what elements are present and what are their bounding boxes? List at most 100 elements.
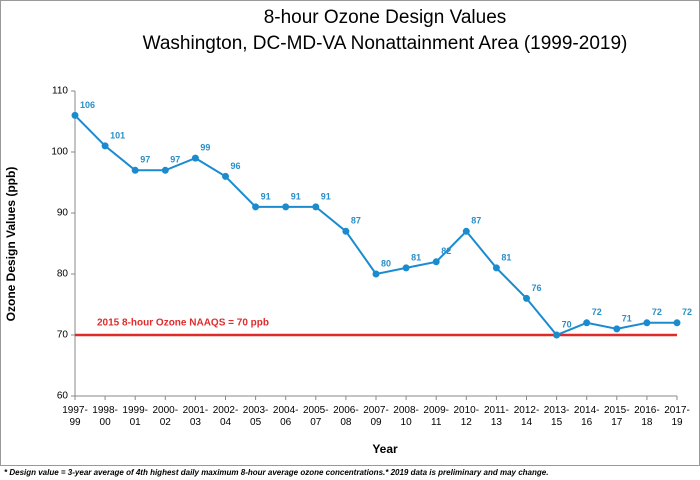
x-tick-label-line: 2010- <box>454 405 480 416</box>
x-tick-label-line: 2012- <box>514 405 540 416</box>
x-tick-label: 2017-19 <box>664 405 690 428</box>
x-tick-label-line: 17 <box>611 417 623 428</box>
data-point <box>342 227 350 235</box>
y-axis-title: Ozone Design Values (ppb) <box>4 167 18 322</box>
x-tick-label-line: 10 <box>401 417 413 428</box>
data-label: 72 <box>682 307 692 317</box>
x-tick-label-line: 02 <box>160 417 172 428</box>
y-tick-label: 100 <box>51 147 68 158</box>
data-point <box>492 264 500 272</box>
x-tick-label-line: 2007- <box>363 405 389 416</box>
data-label: 81 <box>501 252 511 262</box>
x-tick-label: 2011-13 <box>484 405 509 428</box>
data-label: 76 <box>532 283 542 293</box>
data-point <box>161 166 169 174</box>
data-label: 87 <box>351 216 361 226</box>
data-label: 81 <box>411 252 421 262</box>
data-label: 72 <box>652 307 662 317</box>
x-tick-label: 2001-03 <box>183 405 209 428</box>
x-tick-label-line: 2000- <box>153 405 179 416</box>
data-label: 71 <box>622 313 632 323</box>
data-label: 91 <box>291 191 301 201</box>
x-tick-label-line: 08 <box>340 417 352 428</box>
x-tick-label-line: 1997- <box>62 405 88 416</box>
data-point <box>71 111 79 119</box>
x-tick-label-line: 18 <box>641 417 653 428</box>
x-tick-label-line: 2015- <box>604 405 630 416</box>
data-point <box>252 203 260 211</box>
data-label: 101 <box>110 130 125 140</box>
x-tick-label-line: 2001- <box>183 405 209 416</box>
x-tick-label: 2013-15 <box>544 405 570 428</box>
x-tick-label-line: 2004- <box>273 405 299 416</box>
x-tick-label: 1999-01 <box>122 405 148 428</box>
x-tick-label-line: 99 <box>69 417 81 428</box>
x-tick-label: 2002-04 <box>213 405 239 428</box>
x-tick-label-line: 00 <box>100 417 112 428</box>
x-tick-label-line: 16 <box>581 417 593 428</box>
data-point <box>402 264 410 272</box>
data-point <box>282 203 290 211</box>
data-point <box>312 203 320 211</box>
y-tick-label: 80 <box>57 269 69 280</box>
x-tick-label: 2004-06 <box>273 405 299 428</box>
data-point <box>222 172 229 180</box>
data-label: 96 <box>231 161 241 171</box>
x-tick-label: 2015-17 <box>604 405 630 428</box>
data-label: 106 <box>80 100 95 110</box>
x-tick-label-line: 13 <box>491 417 503 428</box>
x-tick-label-line: 12 <box>461 417 473 428</box>
x-tick-label-line: 09 <box>370 417 382 428</box>
x-tick-label-line: 01 <box>130 417 142 428</box>
x-tick-label-line: 14 <box>521 417 533 428</box>
x-tick-label: 2000-02 <box>153 405 179 428</box>
x-tick-label-line: 03 <box>190 417 202 428</box>
x-tick-label: 1997-99 <box>62 405 88 428</box>
y-tick-label: 90 <box>57 208 69 219</box>
x-tick-label: 2003-05 <box>243 405 269 428</box>
x-tick-label: 2008-10 <box>393 405 419 428</box>
data-label: 87 <box>471 216 481 226</box>
x-tick-label-line: 1998- <box>92 405 118 416</box>
x-tick-label-line: 2013- <box>544 405 570 416</box>
x-tick-label: 2012-14 <box>514 405 540 428</box>
x-tick-label-line: 07 <box>310 417 322 428</box>
x-tick-label-line: 2016- <box>634 405 660 416</box>
data-point <box>191 154 199 162</box>
x-tick-label-line: 2003- <box>243 405 269 416</box>
data-label: 97 <box>170 155 180 165</box>
data-point <box>643 319 651 327</box>
x-tick-label: 2016-18 <box>634 405 660 428</box>
data-point <box>372 270 380 278</box>
x-tick-label-line: 19 <box>671 417 683 428</box>
x-tick-label: 2009-11 <box>423 405 449 428</box>
x-tick-label-line: 2009- <box>423 405 449 416</box>
data-label: 82 <box>441 246 451 256</box>
x-tick-label: 1998-00 <box>92 405 118 428</box>
data-point <box>583 319 591 327</box>
x-tick-label: 2014-16 <box>574 405 600 428</box>
data-label: 97 <box>140 155 150 165</box>
x-tick-label: 2006-08 <box>333 405 359 428</box>
footnote: * Design value = 3-year average of 4th h… <box>4 468 548 477</box>
y-tick-label: 110 <box>52 86 68 97</box>
data-point <box>432 258 440 266</box>
x-tick-label-line: 06 <box>280 417 292 428</box>
reference-label: 2015 8-hour Ozone NAAQS = 70 ppb <box>97 318 269 329</box>
x-tick-label-line: 2011- <box>484 405 509 416</box>
x-tick-label-line: 1999- <box>122 405 148 416</box>
x-tick-label-line: 2014- <box>574 405 600 416</box>
x-tick-label-line: 2006- <box>333 405 359 416</box>
line-series <box>74 114 677 337</box>
x-tick-label-line: 2005- <box>303 405 329 416</box>
x-tick-label-line: 04 <box>220 417 232 428</box>
x-axis-title: Year <box>372 442 398 456</box>
x-tick-label-line: 05 <box>250 417 262 428</box>
data-label: 72 <box>592 307 602 317</box>
chart-title: 8-hour Ozone Design Values <box>264 7 507 28</box>
data-point <box>523 294 530 302</box>
y-tick-label: 60 <box>57 391 69 402</box>
data-label: 80 <box>381 258 391 268</box>
x-tick-label-line: 2008- <box>393 405 419 416</box>
